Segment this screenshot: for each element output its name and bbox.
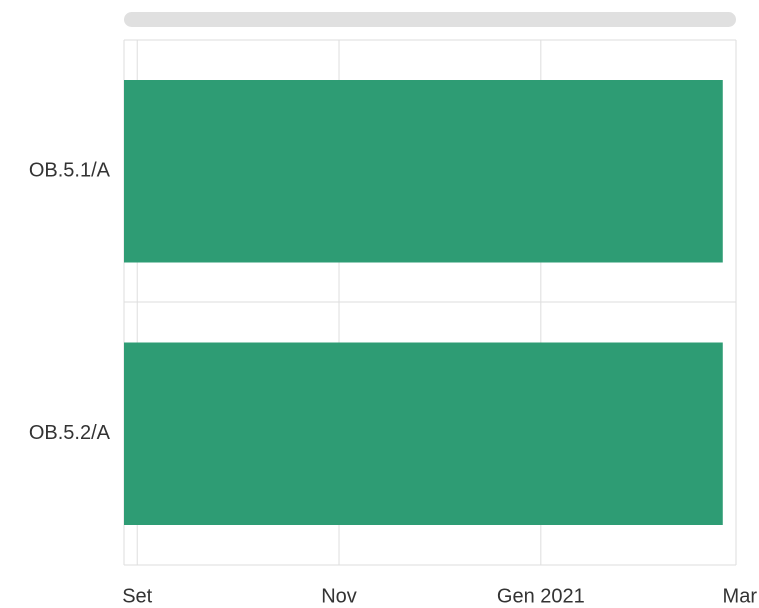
scrollbar[interactable] <box>124 12 736 27</box>
bar <box>124 80 723 263</box>
x-tick-label: Nov <box>321 585 357 607</box>
x-tick-label: Set <box>122 585 152 607</box>
x-tick-label: Gen 2021 <box>497 585 585 607</box>
bar <box>124 342 723 525</box>
y-tick-label: OB.5.1/A <box>29 160 111 182</box>
y-tick-label: OB.5.2/A <box>29 422 111 444</box>
x-tick-label: Mar <box>723 585 758 607</box>
